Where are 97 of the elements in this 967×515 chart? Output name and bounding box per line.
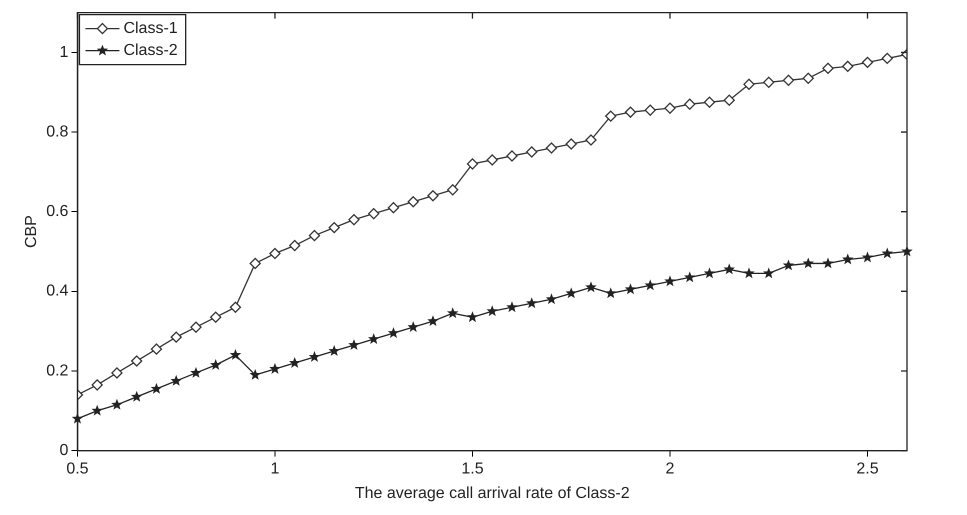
y-tick-label: 0.2 (46, 362, 69, 380)
point (130, 390, 142, 402)
point (308, 230, 320, 242)
y-axis-title: CBP (23, 215, 40, 248)
point (743, 78, 755, 90)
legend-label: Class-2 (123, 42, 178, 60)
point (170, 374, 182, 386)
point (822, 257, 834, 268)
point (269, 362, 281, 374)
point (644, 104, 656, 116)
point (585, 134, 597, 146)
point (150, 382, 162, 394)
point (486, 305, 498, 316)
point (289, 240, 300, 252)
y-tick-label: 0 (60, 442, 69, 460)
point (348, 214, 360, 226)
point (190, 322, 202, 333)
point (368, 208, 380, 220)
y-tick-label: 0.6 (46, 203, 69, 220)
point (644, 279, 656, 290)
x-tick-label: 2 (666, 460, 675, 478)
point (328, 345, 340, 356)
x-tick-label: 1.5 (461, 460, 484, 478)
point (447, 184, 458, 196)
x-tick-label: 2.5 (856, 460, 879, 478)
x-tick-label: 0.5 (66, 460, 89, 478)
point (348, 339, 360, 350)
point (763, 267, 774, 278)
point (466, 311, 478, 322)
x-axis-title: The average call arrival rate of Class-2 (354, 484, 630, 502)
point (526, 146, 538, 158)
point (190, 366, 202, 378)
point (230, 302, 242, 313)
point (802, 257, 814, 268)
point (388, 202, 400, 214)
point (92, 379, 103, 391)
point (170, 331, 182, 343)
point (210, 312, 222, 323)
point (724, 263, 735, 274)
point (822, 62, 834, 74)
point (250, 368, 261, 380)
point (111, 398, 123, 410)
point (566, 138, 577, 150)
point (388, 327, 400, 338)
point (704, 96, 716, 108)
point (585, 281, 597, 292)
point (526, 297, 538, 308)
point (328, 222, 340, 234)
point (664, 275, 676, 286)
legend-label: Class-1 (123, 20, 178, 38)
point (506, 150, 518, 162)
point (230, 349, 242, 360)
point (802, 72, 814, 84)
point (269, 248, 281, 260)
point (408, 196, 419, 208)
point (743, 267, 755, 278)
point (289, 357, 300, 368)
point (150, 343, 162, 355)
point (605, 287, 616, 298)
point (250, 258, 261, 270)
point (862, 251, 874, 262)
point (842, 60, 854, 72)
point (704, 267, 716, 278)
point (447, 307, 458, 318)
x-tick-label: 1 (270, 460, 280, 478)
point (882, 52, 893, 64)
point (210, 358, 222, 370)
y-tick-label: 0.4 (46, 282, 69, 300)
point (684, 271, 696, 282)
point (91, 404, 103, 416)
point (111, 367, 123, 379)
point (724, 94, 735, 106)
point (842, 253, 854, 264)
point (862, 56, 874, 68)
point (624, 283, 636, 294)
point (566, 287, 577, 298)
point (408, 321, 419, 332)
point (546, 142, 558, 154)
point (486, 154, 498, 166)
point (466, 158, 478, 170)
point (368, 333, 380, 344)
point (763, 76, 774, 88)
point (546, 293, 558, 304)
y-tick-label: 1 (60, 44, 69, 61)
point (624, 106, 636, 118)
point (506, 301, 518, 312)
point (684, 98, 696, 110)
point (605, 110, 616, 122)
point (782, 259, 794, 270)
point (427, 315, 439, 326)
point (782, 74, 794, 86)
y-tick-label: 0.8 (46, 123, 69, 140)
point (131, 355, 142, 367)
point (308, 351, 320, 362)
point (427, 190, 439, 202)
point (882, 248, 893, 258)
point (664, 102, 676, 114)
